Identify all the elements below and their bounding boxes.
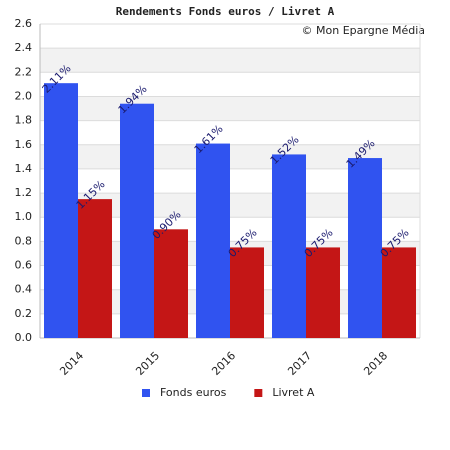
- bar: [230, 247, 264, 338]
- y-tick-label: 1.6: [15, 138, 33, 151]
- legend-swatch: [254, 389, 263, 397]
- y-tick-label: 0.4: [15, 283, 33, 296]
- bar: [382, 247, 416, 338]
- y-tick-label: 1.8: [15, 114, 33, 127]
- y-tick-label: 0.2: [15, 307, 33, 320]
- bar: [196, 143, 230, 338]
- y-tick-label: 2.4: [15, 41, 33, 54]
- y-tick-label: 0.6: [15, 259, 33, 272]
- chart-subtitle: © Mon Epargne Média: [302, 24, 425, 37]
- bar: [78, 199, 112, 338]
- bar: [154, 229, 188, 338]
- bar: [272, 154, 306, 338]
- y-tick-label: 1.0: [15, 210, 33, 223]
- legend-label: Fonds euros: [160, 386, 227, 399]
- grid-band: [40, 96, 420, 121]
- bar: [120, 103, 154, 338]
- y-tick-label: 2.6: [15, 17, 33, 30]
- chart-title: Rendements Fonds euros / Livret A: [116, 5, 335, 18]
- y-tick-label: 2.2: [15, 65, 33, 78]
- bar: [44, 83, 78, 338]
- bar: [306, 247, 340, 338]
- y-tick-label: 2.0: [15, 89, 33, 102]
- legend-label: Livret A: [272, 386, 315, 399]
- y-tick-label: 0.8: [15, 234, 33, 247]
- y-tick-label: 1.4: [15, 162, 33, 175]
- y-tick-label: 1.2: [15, 186, 33, 199]
- bar: [348, 158, 382, 338]
- grid-band: [40, 48, 420, 73]
- legend-swatch: [142, 389, 150, 397]
- y-tick-label: 0.0: [15, 331, 33, 344]
